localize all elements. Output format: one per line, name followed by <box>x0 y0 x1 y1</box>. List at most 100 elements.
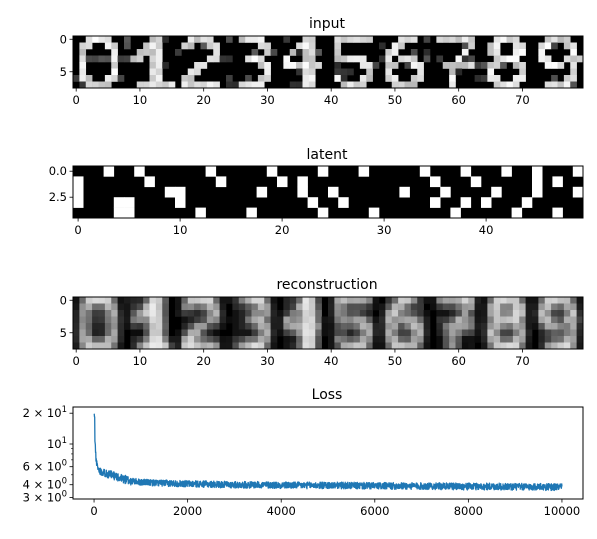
input-pixel <box>257 42 265 50</box>
reconstruction-pixel <box>442 303 450 311</box>
x-tick-label: 70 <box>515 93 530 107</box>
y-tick-label: 6 × 100 <box>23 459 67 474</box>
input-pixel <box>385 75 393 82</box>
reconstruction-pixel <box>283 310 291 317</box>
latent-one-cell <box>572 186 584 198</box>
loss-frame <box>72 406 584 500</box>
input-pixel <box>449 81 456 89</box>
input-pixel <box>308 62 316 69</box>
reconstruction-pixel <box>257 336 265 343</box>
reconstruction-pixel <box>340 303 348 311</box>
input-pixel <box>563 75 571 82</box>
input-pixel <box>334 62 342 69</box>
reconstruction-pixel <box>194 303 201 311</box>
input-pixel <box>187 68 195 76</box>
reconstruction-pixel <box>302 297 310 304</box>
reconstruction-pixel <box>187 303 195 311</box>
input-pixel <box>213 55 220 63</box>
input-pixel <box>264 62 271 69</box>
reconstruction-pixel <box>334 303 342 311</box>
reconstruction-pixel <box>538 329 546 337</box>
reconstruction-pixel <box>436 316 444 324</box>
input-pixel <box>226 81 233 89</box>
reconstruction-pixel <box>92 310 99 317</box>
reconstruction-pixel <box>181 297 189 304</box>
reconstruction-pixel <box>73 303 80 311</box>
reconstruction-pixel <box>92 329 99 337</box>
reconstruction-pixel <box>353 297 361 304</box>
input-pixel <box>353 36 361 43</box>
reconstruction-pixel <box>334 316 342 324</box>
reconstruction-pixel <box>347 336 354 343</box>
reconstruction-pixel <box>385 316 393 324</box>
latent-one-cell <box>368 207 380 219</box>
input-pixel <box>372 62 380 69</box>
reconstruction-pixel <box>251 316 259 324</box>
loss-series-line <box>93 413 563 492</box>
latent-one-cell <box>521 197 533 208</box>
input-pixel <box>85 81 93 89</box>
input-pixel <box>213 42 220 50</box>
input-pixel <box>347 81 354 89</box>
reconstruction-pixel <box>149 329 157 337</box>
reconstruction-pixel <box>130 297 138 304</box>
input-pixel <box>551 62 558 69</box>
input-pixel <box>245 36 252 43</box>
reconstruction-pixel <box>379 323 386 330</box>
input-pixel <box>398 42 405 50</box>
reconstruction-pixel <box>219 342 227 350</box>
reconstruction-pixel <box>283 342 291 350</box>
input-pixel <box>111 62 118 69</box>
input-pixel <box>423 36 431 43</box>
input-pixel <box>417 62 424 69</box>
reconstruction-pixel <box>232 316 240 324</box>
latent-one-cell <box>246 207 257 219</box>
reconstruction-pixel <box>544 336 552 343</box>
reconstruction-pixel <box>551 297 558 304</box>
input-pixel <box>283 55 291 63</box>
x-tick-label: 0 <box>73 93 80 107</box>
reconstruction-pixel <box>245 323 252 330</box>
input-pixel <box>512 75 520 82</box>
reconstruction-pixel <box>264 329 271 337</box>
reconstruction-pixel <box>372 303 380 311</box>
reconstruction-pixel <box>474 303 482 311</box>
reconstruction-pixel <box>187 336 195 343</box>
reconstruction-pixel <box>506 303 514 311</box>
y-tick-label: 5 <box>60 326 67 340</box>
reconstruction-pixel <box>264 310 271 317</box>
reconstruction-pixel <box>385 310 393 317</box>
reconstruction-pixel <box>264 297 271 304</box>
reconstruction-pixel <box>487 323 495 330</box>
reconstruction-pixel <box>238 310 246 317</box>
reconstruction-pixel <box>251 303 259 311</box>
input-pixel <box>391 42 399 50</box>
reconstruction-pixel <box>85 310 93 317</box>
reconstruction-pixel <box>544 329 552 337</box>
input-pixel <box>340 55 348 63</box>
input-pixel <box>111 55 118 63</box>
reconstruction-pixel <box>449 297 456 304</box>
input-pixel <box>519 42 526 50</box>
reconstruction-pixel <box>461 316 469 324</box>
reconstruction-pixel <box>289 323 297 330</box>
input-pixel <box>410 62 418 69</box>
reconstruction-pixel <box>500 297 507 304</box>
reconstruction-pixel <box>410 329 418 337</box>
reconstruction-pixel <box>181 323 189 330</box>
reconstruction-pixel <box>315 342 322 350</box>
reconstruction-pixel <box>538 297 546 304</box>
reconstruction-pixel <box>519 316 526 324</box>
input-pixel <box>487 42 495 50</box>
input-pixel <box>194 62 201 69</box>
reconstruction-pixel <box>417 310 424 317</box>
reconstruction-pixel <box>270 303 278 311</box>
reconstruction-pixel <box>149 323 157 330</box>
reconstruction-pixel <box>257 303 265 311</box>
input-pixel <box>308 36 316 43</box>
reconstruction-pixel <box>187 323 195 330</box>
input-pixel <box>245 81 252 89</box>
reconstruction-pixel <box>104 323 112 330</box>
reconstruction-pixel <box>576 342 584 350</box>
